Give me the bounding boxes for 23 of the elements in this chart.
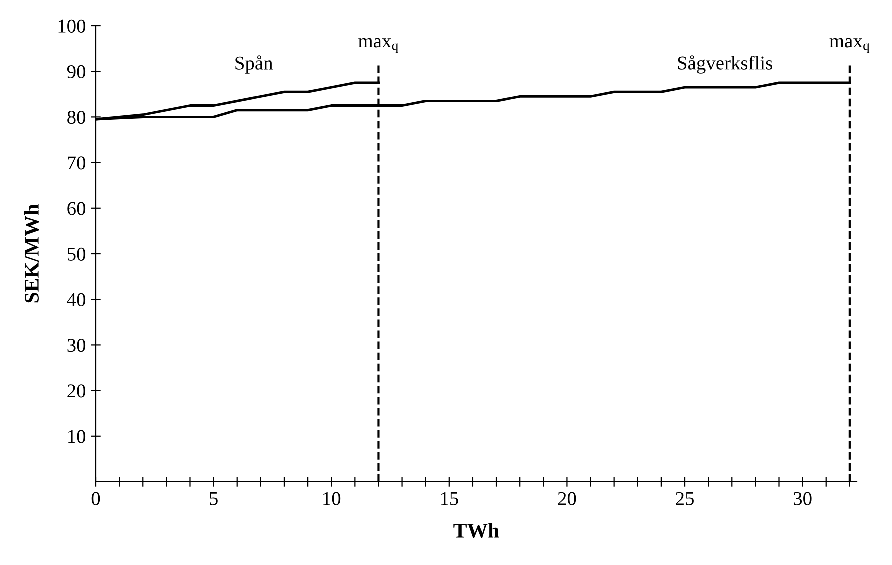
y-tick-label: 60 [68,202,86,216]
ref-line-label: max$_{q}$ [830,38,870,54]
x-tick-label: 15 [441,492,458,506]
y-tick-label: 30 [68,339,86,352]
y-axis-title: SEK/MWh [24,204,40,303]
y-tick-label: 70 [68,156,86,170]
series-label: Spån [236,56,274,74]
y-tick-label: 40 [67,293,86,307]
series-label: Sågverksflis [678,56,772,74]
x-tick-label: 20 [558,492,576,506]
y-tick-label: 50 [68,248,86,261]
y-tick-label: 80 [68,111,86,124]
x-tick-label: 5 [210,492,218,506]
x-tick-label: 25 [676,492,694,506]
y-tick-label: 20 [68,384,86,398]
ref-line-label: max$_{q}$ [358,38,398,54]
x-tick-label: 10 [324,492,341,506]
y-tick-label: 10 [68,430,86,444]
x-tick-label: 0 [92,492,100,506]
y-tick-label: 90 [67,65,86,79]
x-tick-label: 30 [794,492,812,506]
x-axis-title: TWh [454,523,500,538]
y-tick-label: 100 [58,20,86,33]
